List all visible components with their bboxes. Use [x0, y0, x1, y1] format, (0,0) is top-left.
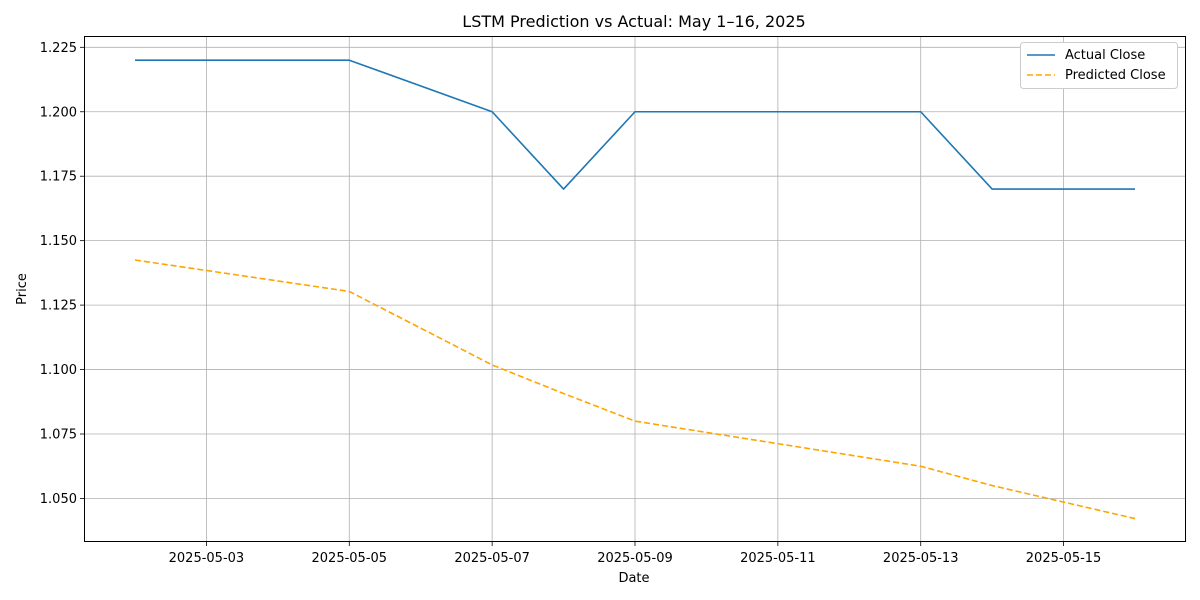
- x-tick-label: 2025-05-03: [169, 551, 245, 566]
- y-tick-label: 1.175: [40, 170, 77, 185]
- x-tick-label: 2025-05-09: [597, 551, 673, 566]
- series-line-actual-close: [135, 59, 1135, 190]
- x-tick-label: 2025-05-07: [454, 551, 530, 566]
- y-axis-label: Price: [15, 273, 30, 305]
- y-tick-label: 1.225: [40, 41, 77, 56]
- legend-box: [1020, 42, 1178, 89]
- y-tick-label: 1.150: [40, 234, 77, 249]
- y-tick-label: 1.075: [40, 428, 77, 443]
- legend-label-predicted-close: Predicted Close: [1065, 68, 1166, 83]
- y-tick-label: 1.050: [40, 492, 77, 507]
- x-axis-ticks: 2025-05-03 2025-05-05 2025-05-07 2025-05-09…: [169, 541, 1102, 566]
- y-tick-label: 1.125: [40, 299, 77, 314]
- legend-label-actual-close: Actual Close: [1065, 48, 1145, 63]
- y-tick-label: 1.200: [40, 105, 77, 120]
- x-axis-label: Date: [618, 571, 649, 586]
- y-tick-label: 1.100: [40, 363, 77, 378]
- series-lines: [134, 59, 1136, 520]
- x-tick-label: 2025-05-05: [312, 551, 388, 566]
- x-tick-label: 2025-05-11: [740, 551, 816, 566]
- chart-title: LSTM Prediction vs Actual: May 1–16, 202…: [462, 12, 805, 31]
- y-axis-ticks: 1.050 1.075 1.100 1.125 1.150 1.175 1.200 1.225: [40, 41, 85, 507]
- x-tick-label: 2025-05-13: [883, 551, 959, 566]
- series-line-predicted-close: [134, 259, 1136, 520]
- legend: Actual Close Predicted Close: [1020, 42, 1178, 89]
- x-tick-label: 2025-05-15: [1026, 551, 1102, 566]
